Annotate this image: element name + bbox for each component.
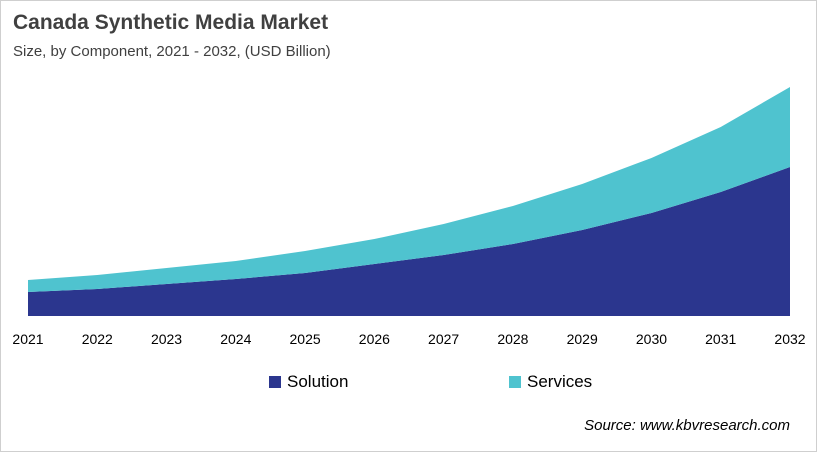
chart-title: Canada Synthetic Media Market (13, 11, 329, 34)
legend-swatch-solution (269, 376, 281, 388)
x-tick-label: 2031 (705, 331, 736, 347)
x-tick-label: 2030 (636, 331, 667, 347)
legend-label-services: Services (527, 372, 593, 391)
x-tick-label: 2025 (290, 331, 321, 347)
x-tick-label: 2021 (12, 331, 43, 347)
area-chart: 2021 2022 2023 2024 2025 2026 2027 2028 2029 2030… (12, 87, 806, 347)
x-tick-label: 2024 (220, 331, 251, 347)
x-tick-label: 2022 (82, 331, 113, 347)
x-tick-label: 2028 (497, 331, 528, 347)
x-tick-label: 2029 (567, 331, 598, 347)
area-services (28, 87, 790, 292)
x-tick-label: 2026 (359, 331, 390, 347)
legend-label-solution: Solution (287, 372, 349, 391)
x-tick-label: 2027 (428, 331, 459, 347)
legend-item-services: Services (509, 372, 592, 392)
chart-subtitle: Size, by Component, 2021 - 2032, (USD Bi… (13, 43, 331, 60)
source-note: Source: www.kbvresearch.com (584, 417, 790, 434)
legend-swatch-services (509, 376, 521, 388)
area-solution (28, 167, 790, 316)
x-tick-label: 2032 (774, 331, 805, 347)
legend-item-solution: Solution (269, 372, 348, 392)
x-tick-label: 2023 (151, 331, 182, 347)
